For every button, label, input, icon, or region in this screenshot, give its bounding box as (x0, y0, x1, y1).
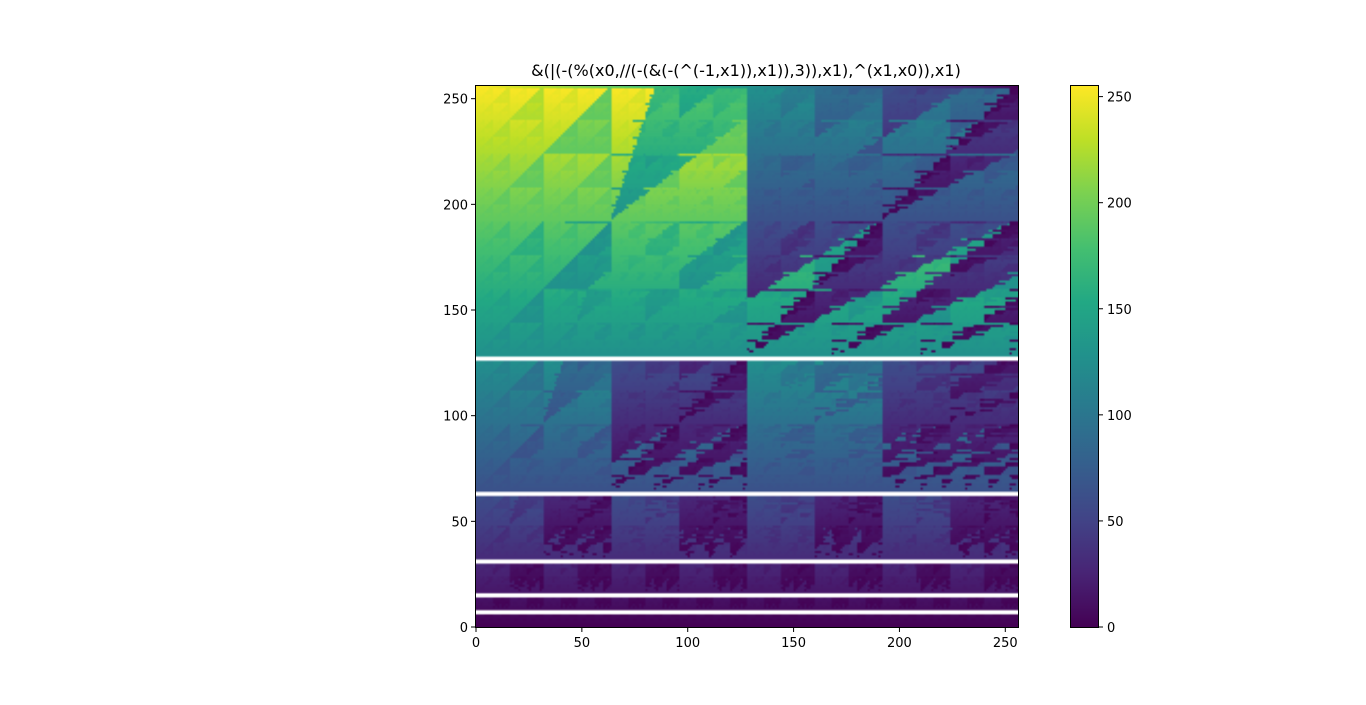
heatmap-plot (476, 86, 1018, 627)
colorbar-tick-label: 0 (1107, 621, 1115, 636)
colorbar-tick-label: 50 (1107, 515, 1124, 530)
y-tick-label: 0 (460, 621, 468, 636)
x-tick-label: 150 (781, 636, 806, 651)
y-tick-label: 100 (443, 410, 468, 425)
y-axis: 0 50 100 150 200 250 (443, 93, 476, 636)
y-tick-label: 250 (443, 93, 468, 108)
x-tick-label: 250 (993, 636, 1018, 651)
plot-frame (475, 85, 1019, 628)
x-tick-label: 100 (675, 636, 700, 651)
x-tick-label: 200 (887, 636, 912, 651)
colorbar-ticks: 0 50 100 150 200 250 (1098, 91, 1132, 636)
y-tick-label: 150 (443, 304, 468, 319)
colorbar-tick-label: 150 (1107, 303, 1132, 318)
x-tick-label: 50 (574, 636, 591, 651)
x-axis: 0 50 100 150 200 250 (472, 627, 1018, 651)
colorbar-tick-label: 100 (1107, 409, 1132, 424)
y-tick-label: 200 (443, 198, 468, 213)
y-tick-label: 50 (451, 515, 468, 530)
colorbar-frame (1070, 85, 1099, 628)
colorbar-fill (1071, 86, 1098, 627)
x-tick-label: 0 (472, 636, 480, 651)
colorbar-tick-label: 200 (1107, 197, 1132, 212)
heatmap-image (476, 86, 1018, 627)
colorbar: 0 50 100 150 200 250 (1070, 85, 1132, 636)
chart-title: &(|(-(%(x0,//(-(&(-(^(-1,x1)),x1)),3)),x… (531, 61, 961, 80)
colorbar-tick-label: 250 (1107, 91, 1132, 106)
